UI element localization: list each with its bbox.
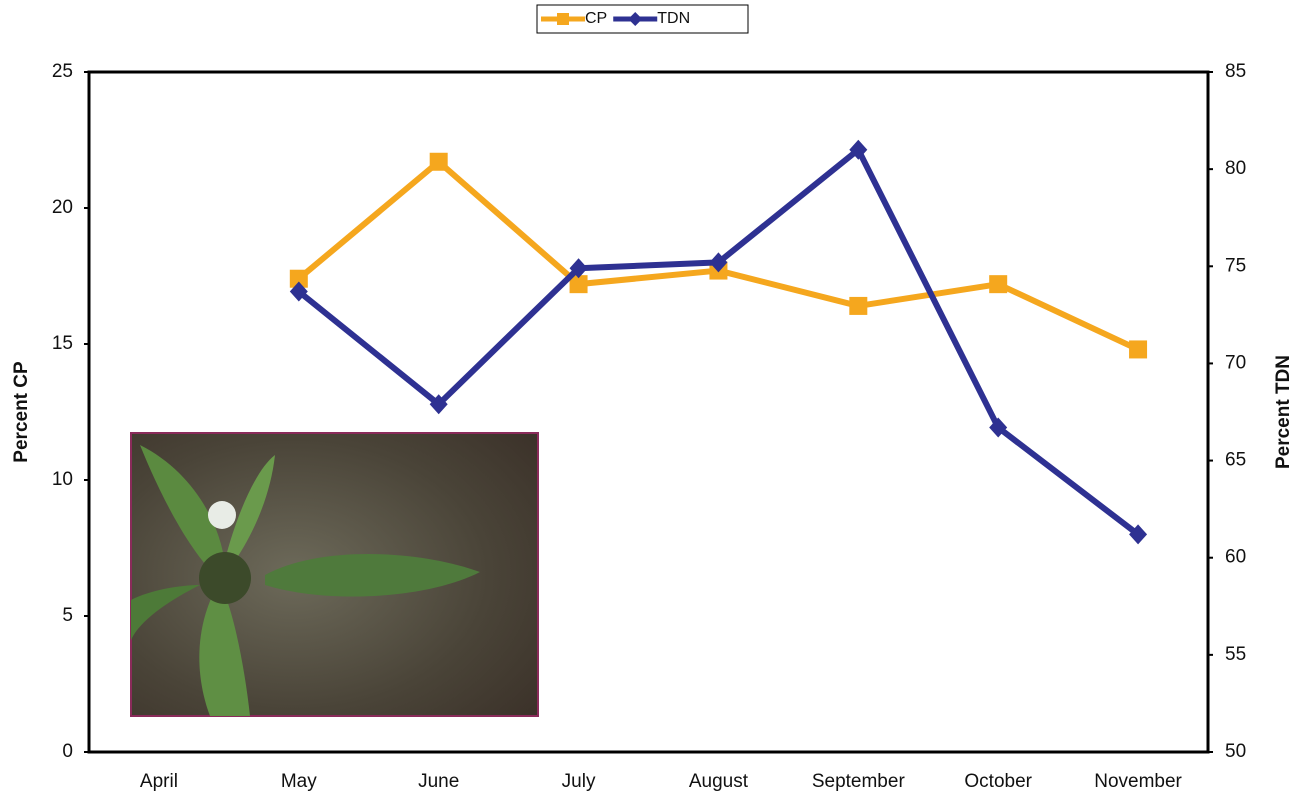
x-tick-label: September [812,771,906,792]
x-tick-label: April [140,771,178,792]
y2-tick-label: 75 [1225,255,1246,276]
x-tick-label: October [964,771,1032,792]
y2-tick-label: 50 [1225,741,1246,762]
photo [130,432,539,717]
point [289,281,308,302]
legend-label: TDN [657,10,690,27]
point [289,269,308,288]
y-tick-label: 15 [52,333,73,354]
y2-axis-title: Percent TDN [1273,355,1294,469]
x-tick-label: May [281,771,317,792]
point [709,252,728,273]
x-tick-label: August [689,771,749,792]
plot-frame [87,70,1210,754]
y2-tick-label: 60 [1225,547,1246,568]
point [849,139,868,160]
y-tick-label: 25 [52,61,73,82]
y-tick-label: 20 [52,197,73,218]
y2-tick-label: 80 [1225,158,1246,179]
point [569,258,588,279]
y2-tick-label: 85 [1225,61,1246,82]
legend-marker [628,12,643,26]
point [989,417,1008,438]
point [569,275,588,294]
y-axis-title: Percent CP [11,361,32,463]
legend-marker [557,13,569,25]
y2-tick-label: 65 [1225,450,1246,471]
x-tick-label: November [1094,771,1182,792]
legend-label: CP [585,10,607,27]
point [849,296,868,315]
point [989,275,1008,294]
y-tick-label: 10 [52,469,73,490]
point [429,152,448,171]
point [1129,340,1148,359]
x-tick-label: June [418,771,459,792]
y2-tick-label: 70 [1225,352,1246,373]
point [1129,524,1148,545]
y-tick-label: 0 [62,741,73,762]
y2-tick-label: 55 [1225,644,1246,665]
point [429,394,448,415]
y-tick-label: 5 [62,605,73,626]
x-tick-label: July [562,771,596,792]
